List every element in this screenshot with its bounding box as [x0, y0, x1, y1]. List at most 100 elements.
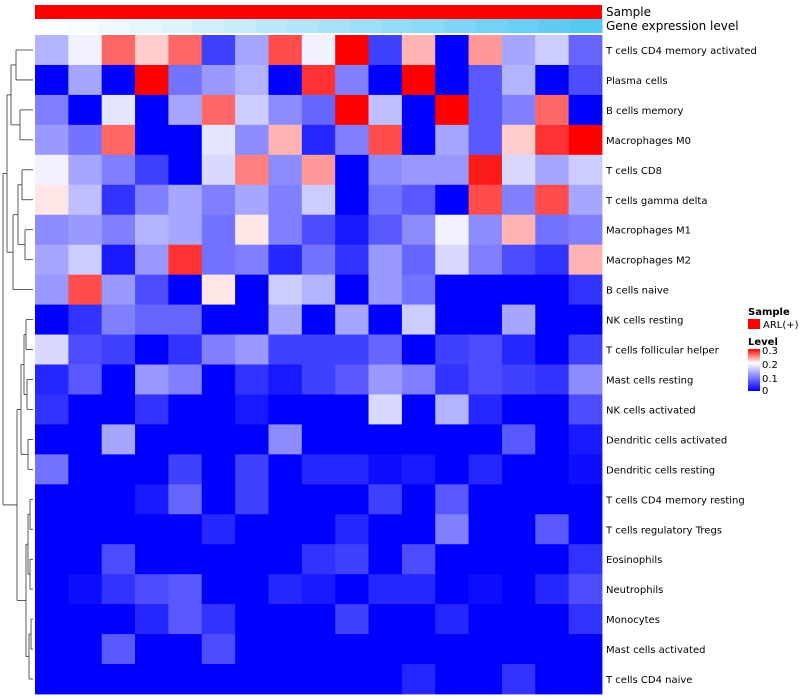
- heatmap-cell: [235, 424, 269, 455]
- heatmap-cell: [335, 274, 369, 305]
- heatmap-cell: [401, 424, 436, 455]
- heatmap-cell: [568, 634, 603, 665]
- heatmap-cell: [135, 364, 169, 395]
- heatmap-cell: [468, 124, 503, 156]
- heatmap-cell: [435, 214, 469, 246]
- heatmap-cell: [135, 35, 169, 66]
- heatmap-cell: [535, 184, 570, 216]
- heatmap-cell: [468, 214, 503, 246]
- heatmap-cell: [68, 664, 103, 695]
- heatmap-cell: [535, 274, 570, 305]
- expression-annotation-cell: [350, 19, 382, 33]
- heatmap-cell: [35, 664, 69, 695]
- heatmap-cell: [68, 64, 103, 96]
- heatmap-cell: [35, 454, 69, 485]
- heatmap-cell: [368, 574, 403, 605]
- heatmap-cell: [235, 334, 269, 365]
- heatmap-cell: [268, 424, 303, 455]
- heatmap-cell: [468, 184, 503, 216]
- heatmap-cell: [235, 154, 269, 186]
- heatmap-cell: [68, 184, 103, 216]
- heatmap-cell: [301, 574, 336, 605]
- heatmap-cell: [568, 124, 603, 156]
- heatmap-cell: [401, 244, 436, 276]
- heatmap-cell: [401, 94, 436, 126]
- heatmap-cell: [135, 664, 169, 695]
- heatmap-cell: [501, 634, 536, 665]
- heatmap-cell: [35, 424, 69, 455]
- heatmap-cell: [568, 244, 603, 276]
- row-label: T cells CD4 memory activated: [605, 46, 757, 57]
- row-label: Monocytes: [606, 615, 660, 626]
- expression-annotation-cell: [255, 19, 288, 33]
- heatmap-cell: [468, 664, 503, 695]
- heatmap-cell: [201, 124, 236, 156]
- expression-annotation-cell: [539, 19, 571, 33]
- heatmap-cell: [568, 64, 603, 96]
- heatmap-cell: [568, 274, 603, 305]
- heatmap-cell: [501, 124, 536, 156]
- heatmap-cell: [335, 514, 369, 545]
- heatmap-cell: [368, 664, 403, 695]
- heatmap-cell: [268, 574, 303, 605]
- heatmap-cell: [335, 394, 369, 425]
- heatmap-cell: [568, 484, 603, 515]
- heatmap-cell: [535, 64, 570, 96]
- heatmap-cell: [501, 514, 536, 545]
- heatmap-cell: [168, 304, 203, 335]
- row-label: Macrophages M0: [606, 136, 691, 147]
- heatmap-cell: [268, 64, 303, 96]
- heatmap-cell: [335, 94, 369, 126]
- heatmap-cell: [435, 394, 469, 425]
- heatmap-cell: [301, 514, 336, 545]
- heatmap-cell: [68, 364, 103, 395]
- heatmap-cell: [535, 424, 570, 455]
- heatmap-cell: [168, 424, 203, 455]
- heatmap-cell: [135, 394, 169, 425]
- row-labels: T cells CD4 memory activated Plasma cells…: [605, 46, 757, 686]
- heatmap-cell: [35, 634, 69, 665]
- heatmap-cell: [168, 484, 203, 515]
- heatmap-cell: [301, 244, 336, 276]
- heatmap-cell: [501, 35, 536, 66]
- heatmap-cell: [568, 364, 603, 395]
- heatmap-cell: [468, 454, 503, 485]
- heatmap-cell: [268, 214, 303, 246]
- heatmap-cell: [501, 214, 536, 246]
- heatmap-cell: [468, 634, 503, 665]
- heatmap-cell: [235, 604, 269, 635]
- heatmap-cell: [468, 544, 503, 575]
- heatmap-cell: [501, 544, 536, 575]
- heatmap-cell: [35, 574, 69, 605]
- heatmap-cell: [168, 334, 203, 365]
- heatmap-cell: [535, 394, 570, 425]
- heatmap-cell: [235, 454, 269, 485]
- heatmap-cell: [235, 544, 269, 575]
- row-label: Macrophages M1: [606, 226, 691, 237]
- heatmap-cell: [235, 124, 269, 156]
- heatmap-cell: [568, 544, 603, 575]
- heatmap-cell: [201, 574, 236, 605]
- row-label: Plasma cells: [606, 76, 668, 87]
- heatmap-cell: [335, 634, 369, 665]
- heatmap-cell: [501, 334, 536, 365]
- heatmap-cell: [335, 154, 369, 186]
- heatmap-cell: [335, 244, 369, 276]
- heatmap-cell: [435, 364, 469, 395]
- heatmap-cell: [235, 514, 269, 545]
- heatmap-cell: [35, 274, 69, 305]
- row-label: Dendritic cells resting: [606, 465, 715, 476]
- heatmap-cell: [401, 154, 436, 186]
- heatmap-cell: [101, 244, 136, 276]
- expression-annotation-cell: [35, 19, 67, 33]
- heatmap-cell: [135, 154, 169, 186]
- heatmap-cell: [535, 94, 570, 126]
- row-label: Eosinophils: [606, 555, 662, 566]
- heatmap-cell: [235, 364, 269, 395]
- heatmap-cell: [301, 364, 336, 395]
- heatmap-cell: [568, 154, 603, 186]
- heatmap-cell: [135, 334, 169, 365]
- heatmap-cell: [268, 184, 303, 216]
- legend-sample-title: Sample: [748, 307, 790, 318]
- expression-annotation-cell: [381, 19, 414, 33]
